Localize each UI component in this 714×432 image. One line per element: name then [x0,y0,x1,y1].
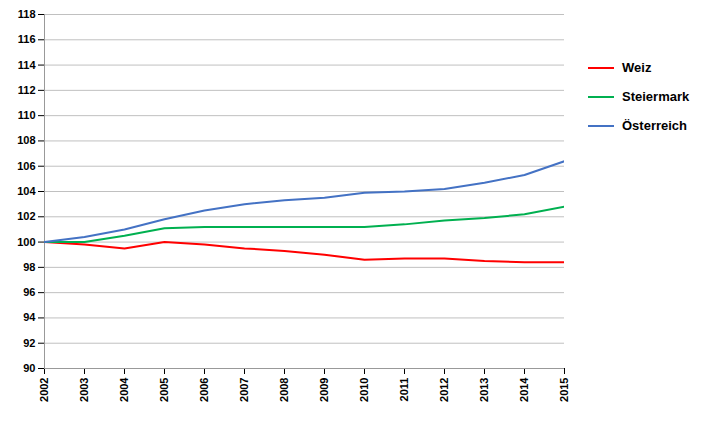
svg-text:2006: 2006 [198,378,210,402]
svg-text:2009: 2009 [318,378,330,402]
html-text:Österreich: Österreich [622,118,687,133]
svg-text:108: 108 [17,134,35,146]
svg-text:2012: 2012 [438,378,450,402]
svg-text:2005: 2005 [158,378,170,402]
svg-text:2007: 2007 [238,378,250,402]
svg-text:104: 104 [17,185,36,197]
svg-text:2004: 2004 [118,377,130,402]
svg-text:2002: 2002 [38,378,50,402]
svg-text:116: 116 [18,33,36,45]
svg-text:106: 106 [17,160,35,172]
svg-text:100: 100 [17,236,35,248]
svg-text:2003: 2003 [78,378,90,402]
svg-text:2011: 2011 [398,378,410,402]
svg-text:110: 110 [18,109,36,121]
svg-text:102: 102 [17,210,35,222]
svg-text:92: 92 [23,337,35,349]
svg-text:114: 114 [18,59,37,71]
svg-text:118: 118 [18,8,36,20]
svg-text:2015: 2015 [558,378,570,402]
html-text:Weiz: Weiz [622,60,652,75]
svg-text:2014: 2014 [518,377,530,402]
svg-text:2008: 2008 [278,378,290,402]
svg-text:2013: 2013 [478,378,490,402]
html-text:Steiermark: Steiermark [622,89,690,104]
svg-text:96: 96 [23,286,35,298]
svg-text:2010: 2010 [358,378,370,402]
svg-text:94: 94 [23,311,36,323]
svg-text:112: 112 [18,84,36,96]
svg-text:90: 90 [23,362,35,374]
svg-text:98: 98 [23,261,35,273]
